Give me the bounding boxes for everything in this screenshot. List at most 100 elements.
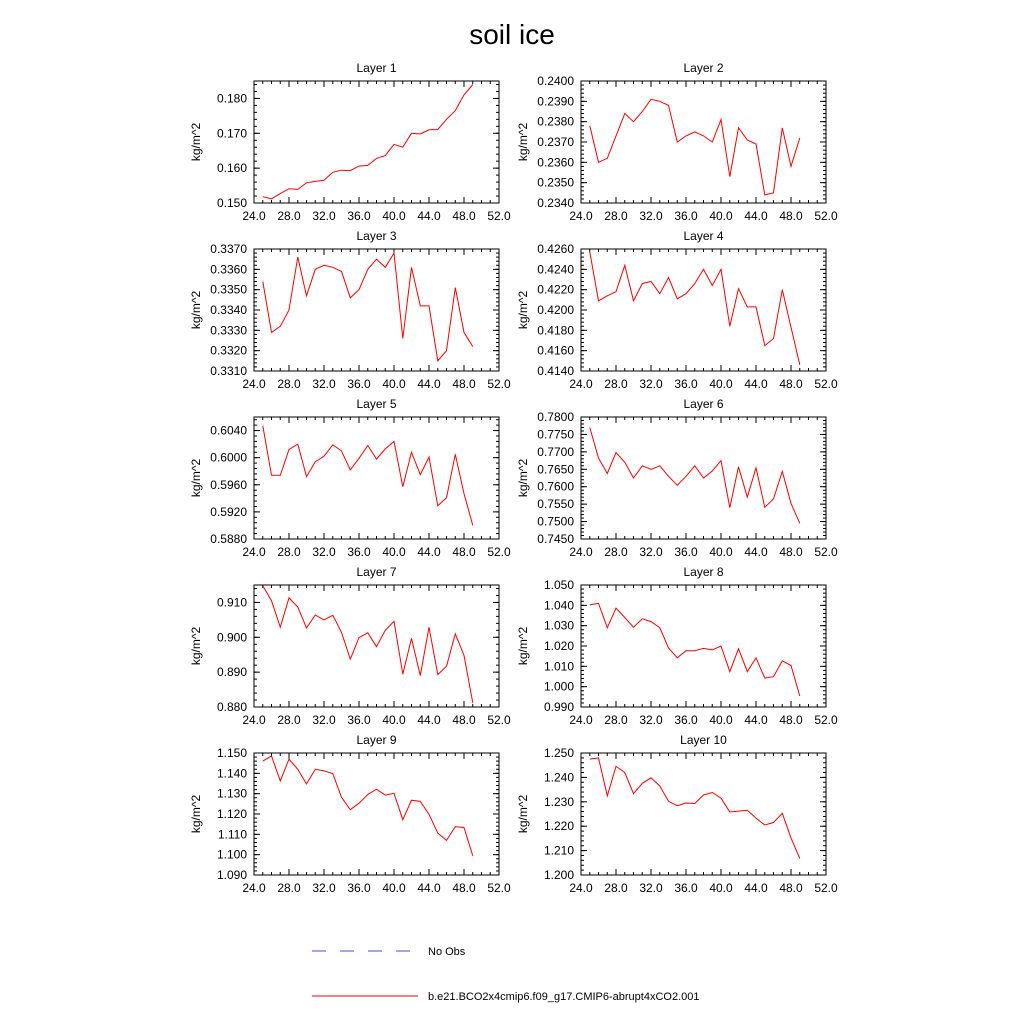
x-tick-label: 40.0 [709, 209, 733, 223]
x-tick-label: 24.0 [569, 545, 593, 559]
x-tick-label: 32.0 [312, 545, 336, 559]
x-tick-label: 32.0 [639, 209, 663, 223]
plot-frame [580, 80, 827, 204]
x-tick-label: 48.0 [452, 545, 476, 559]
plot-frame [253, 80, 500, 204]
x-tick-label: 28.0 [604, 713, 628, 727]
y-tick-label: 0.3330 [210, 323, 247, 337]
y-tick-label: 0.4160 [537, 344, 574, 358]
y-tick-label: 0.2340 [537, 196, 574, 210]
plot-frame [253, 416, 500, 540]
x-tick-label: 24.0 [242, 545, 266, 559]
y-axis-label: kg/m^2 [189, 459, 203, 498]
x-tick-label: 40.0 [382, 377, 406, 391]
x-tick-label: 44.0 [744, 545, 768, 559]
y-tick-label: 0.5960 [210, 478, 247, 492]
y-tick-label: 0.180 [217, 91, 247, 105]
plot-frame [253, 752, 500, 876]
x-tick-label: 24.0 [569, 881, 593, 895]
chart-panel-layer-6: Layer 6 kg/m^2 24.0 28.0 32.0 36.0 40.0 44.0 48.… [516, 397, 838, 559]
y-tick-label: 1.130 [217, 787, 247, 801]
x-tick-label: 28.0 [277, 377, 301, 391]
chart-panel-layer-3: Layer 3 kg/m^2 24.0 28.0 32.0 36.0 40.0 44.0 48.… [189, 229, 511, 391]
y-axis-label: kg/m^2 [189, 795, 203, 834]
y-tick-label: 0.6000 [210, 451, 247, 465]
y-tick-label: 0.5920 [210, 505, 247, 519]
y-tick-label: 1.020 [544, 639, 574, 653]
y-tick-label: 0.3310 [210, 364, 247, 378]
x-tick-label: 52.0 [814, 377, 838, 391]
y-tick-label: 0.4140 [537, 364, 574, 378]
figure-title: soil ice [469, 19, 555, 50]
x-tick-label: 52.0 [487, 881, 511, 895]
y-tick-label: 0.7600 [537, 480, 574, 494]
x-tick-label: 36.0 [674, 713, 698, 727]
series-line [589, 98, 801, 196]
series-line [262, 425, 474, 526]
y-tick-label: 0.2380 [537, 115, 574, 129]
y-tick-label: 1.150 [217, 746, 247, 760]
legend: No Obs b.e21.BCO2x4cmip6.f09_g17.CMIP6-a… [312, 946, 700, 1003]
y-tick-label: 1.010 [544, 659, 574, 673]
plot-frame [253, 584, 500, 708]
series-line [262, 84, 474, 200]
y-tick-label: 0.7500 [537, 515, 574, 529]
y-tick-label: 1.250 [544, 746, 574, 760]
y-tick-label: 0.900 [217, 630, 247, 644]
x-tick-label: 48.0 [452, 377, 476, 391]
x-tick-label: 52.0 [814, 713, 838, 727]
plot-frame [580, 416, 827, 540]
chart-panel-layer-5: Layer 5 kg/m^2 24.0 28.0 32.0 36.0 40.0 44.0 48.… [189, 397, 511, 559]
y-tick-label: 0.910 [217, 595, 247, 609]
y-tick-label: 1.100 [217, 848, 247, 862]
panel-title: Layer 9 [356, 733, 396, 747]
x-tick-label: 48.0 [779, 881, 803, 895]
y-tick-label: 0.3370 [210, 242, 247, 256]
x-tick-label: 36.0 [347, 713, 371, 727]
y-tick-label: 0.6040 [210, 424, 247, 438]
x-tick-label: 40.0 [382, 209, 406, 223]
panel-title: Layer 4 [683, 229, 723, 243]
x-tick-label: 48.0 [452, 881, 476, 895]
y-tick-label: 0.4220 [537, 283, 574, 297]
chart-panel-layer-7: Layer 7 kg/m^2 24.0 28.0 32.0 36.0 40.0 44.0 48.… [189, 565, 511, 727]
y-axis-label: kg/m^2 [516, 627, 530, 666]
y-axis-label: kg/m^2 [189, 291, 203, 330]
x-tick-label: 28.0 [277, 545, 301, 559]
x-tick-label: 44.0 [417, 881, 441, 895]
panel-title: Layer 10 [680, 733, 727, 747]
y-tick-label: 1.050 [544, 578, 574, 592]
x-tick-label: 32.0 [312, 377, 336, 391]
panel-title: Layer 8 [683, 565, 723, 579]
plot-frame [580, 584, 827, 708]
x-tick-label: 24.0 [242, 713, 266, 727]
y-axis-label: kg/m^2 [516, 795, 530, 834]
x-tick-label: 52.0 [487, 713, 511, 727]
y-tick-label: 0.4180 [537, 323, 574, 337]
x-tick-label: 44.0 [744, 713, 768, 727]
x-tick-label: 40.0 [382, 881, 406, 895]
series-line [589, 602, 801, 697]
y-tick-label: 0.2360 [537, 155, 574, 169]
x-tick-label: 52.0 [814, 209, 838, 223]
x-tick-label: 40.0 [709, 545, 733, 559]
series-line [589, 757, 801, 859]
y-tick-label: 0.7650 [537, 462, 574, 476]
y-tick-label: 1.200 [544, 868, 574, 882]
x-tick-label: 52.0 [814, 881, 838, 895]
panel-title: Layer 1 [356, 61, 396, 75]
x-tick-label: 52.0 [487, 209, 511, 223]
series-line [262, 251, 474, 362]
x-tick-label: 44.0 [744, 377, 768, 391]
series-line [589, 427, 801, 524]
y-tick-label: 0.2350 [537, 176, 574, 190]
panel-title: Layer 3 [356, 229, 396, 243]
x-tick-label: 52.0 [487, 377, 511, 391]
x-tick-label: 40.0 [382, 713, 406, 727]
x-tick-label: 28.0 [604, 377, 628, 391]
x-tick-label: 44.0 [417, 713, 441, 727]
y-tick-label: 0.4200 [537, 303, 574, 317]
x-tick-label: 40.0 [709, 881, 733, 895]
x-tick-label: 36.0 [347, 377, 371, 391]
